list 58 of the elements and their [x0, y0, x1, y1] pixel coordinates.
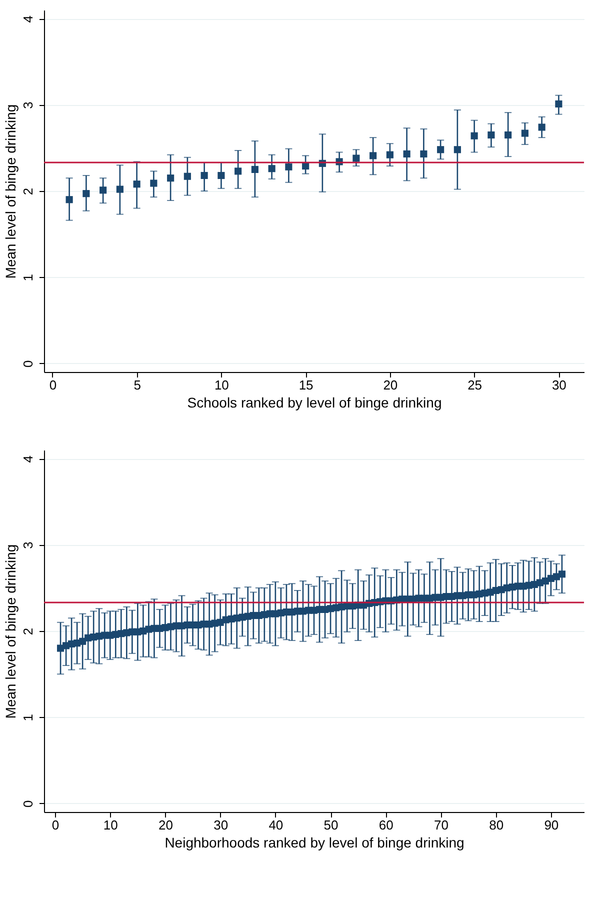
x-tick-label: 80 — [489, 818, 504, 832]
y-axis-title: Mean level of binge drinking — [2, 104, 18, 279]
x-axis-title: Schools ranked by level of binge drinking — [187, 394, 442, 410]
x-tick-label: 25 — [468, 378, 482, 392]
point — [386, 151, 394, 158]
x-tick-label: 70 — [434, 818, 448, 832]
x-tick-label: 90 — [544, 818, 559, 832]
y-tick-label: 2 — [20, 188, 36, 196]
point — [234, 168, 242, 175]
point — [420, 150, 428, 158]
y-tick-label: 3 — [20, 102, 36, 109]
x-tick-label: 0 — [52, 818, 60, 832]
point — [100, 186, 107, 194]
y-tick-label: 0 — [20, 360, 36, 368]
y-tick-label: 3 — [20, 542, 36, 549]
y-axis-title: Mean level of binge drinking — [2, 544, 18, 719]
point — [352, 154, 360, 162]
point — [200, 172, 208, 180]
x-tick-label: 0 — [49, 378, 57, 392]
point — [521, 130, 528, 137]
y-tick-label: 4 — [20, 456, 36, 463]
point — [538, 124, 546, 131]
y-tick-label: 4 — [20, 16, 36, 23]
x-tick-label: 10 — [214, 378, 229, 392]
point — [488, 131, 495, 139]
x-tick-label: 5 — [134, 378, 141, 392]
point — [470, 132, 478, 140]
point — [133, 180, 140, 188]
x-tick-label: 40 — [268, 818, 284, 832]
x-tick-label: 20 — [158, 818, 173, 832]
point — [370, 152, 377, 160]
y-tick-label: 1 — [20, 274, 36, 282]
x-tick-label: 30 — [552, 378, 566, 392]
point — [218, 172, 225, 180]
point — [268, 165, 276, 172]
x-tick-label: 60 — [378, 818, 394, 832]
point — [285, 163, 292, 170]
x-tick-label: 15 — [298, 378, 314, 392]
y-tick-label: 1 — [20, 714, 36, 722]
point — [403, 150, 410, 158]
x-tick-label: 10 — [103, 818, 118, 832]
y-tick-label: 0 — [20, 800, 36, 808]
x-tick-label: 30 — [214, 818, 228, 832]
point — [454, 146, 461, 154]
x-tick-label: 50 — [324, 818, 338, 832]
point — [504, 131, 512, 139]
point — [150, 180, 158, 187]
y-tick-label: 2 — [20, 628, 36, 636]
point — [184, 172, 191, 180]
point — [555, 100, 562, 108]
point — [116, 186, 124, 193]
point — [82, 190, 90, 198]
point — [437, 146, 444, 154]
x-axis-title: Neighborhoods ranked by level of binge drinking — [164, 834, 464, 850]
x-tick-label: 20 — [383, 378, 398, 392]
point — [251, 166, 258, 173]
point — [66, 196, 73, 204]
point — [167, 174, 174, 182]
